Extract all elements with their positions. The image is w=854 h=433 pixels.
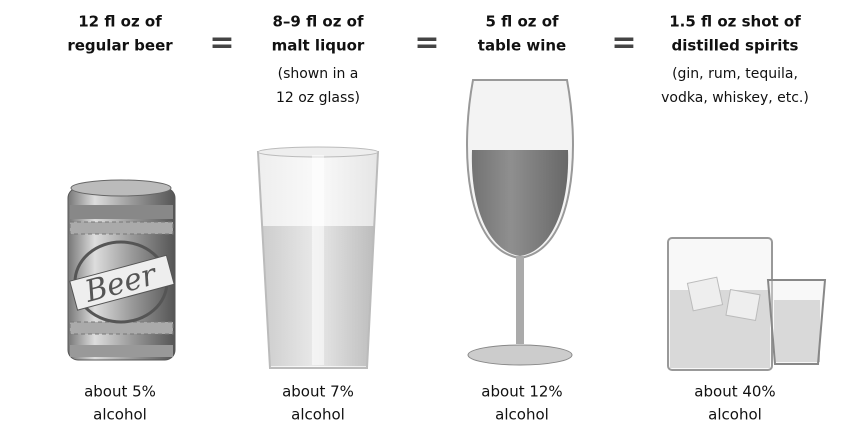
item-title: 5 fl oz of <box>485 13 559 31</box>
item-title: 12 fl oz of <box>78 13 162 31</box>
beer-can: Beer <box>67 179 176 361</box>
pint-glass <box>256 146 380 369</box>
item-title: distilled spirits <box>672 37 799 55</box>
equals-sign: = <box>611 26 636 61</box>
equals-sign: = <box>209 26 234 61</box>
item-subtitle: (gin, rum, tequila, <box>672 66 798 82</box>
item-caption: about 12% <box>481 383 562 401</box>
wine-glass <box>466 79 574 366</box>
item-caption: alcohol <box>93 406 147 424</box>
item-caption: about 7% <box>282 383 354 401</box>
item-title: 1.5 fl oz shot of <box>669 13 801 31</box>
item-title: 8–9 fl oz of <box>272 13 363 31</box>
equals-sign: = <box>414 26 439 61</box>
item-subtitle: vodka, whiskey, etc.) <box>661 90 809 106</box>
spirits-glasses <box>667 237 827 371</box>
item-subtitle: (shown in a <box>278 66 359 82</box>
item-title: regular beer <box>67 37 173 55</box>
item-caption: alcohol <box>291 406 345 424</box>
item-caption: about 5% <box>84 383 156 401</box>
item-caption: about 40% <box>694 383 775 401</box>
item-caption: alcohol <box>708 406 762 424</box>
item-subtitle: 12 oz glass) <box>276 90 360 106</box>
item-title: malt liquor <box>272 37 365 55</box>
item-caption: alcohol <box>495 406 549 424</box>
item-title: table wine <box>478 37 566 55</box>
